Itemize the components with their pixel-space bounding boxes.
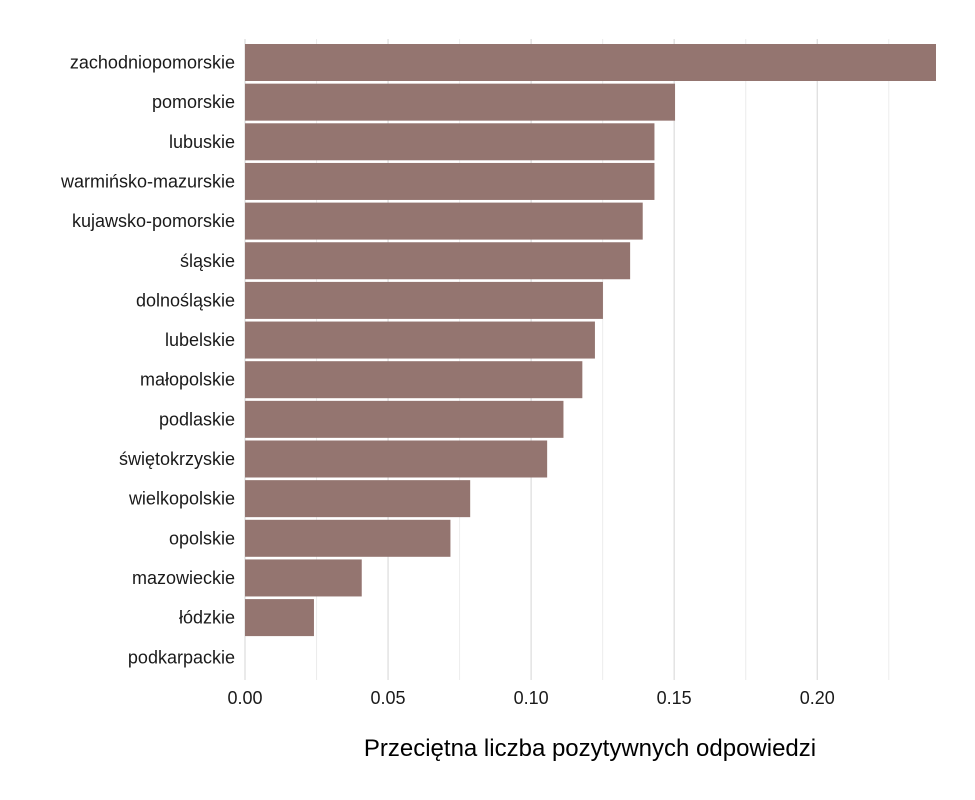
bar: [245, 83, 676, 121]
category-label: podlaskie: [159, 409, 235, 429]
bars: [245, 44, 936, 637]
x-tick-label: 0.20: [800, 688, 835, 708]
category-label: podkarpackie: [128, 647, 235, 667]
x-tick-labels: 0.00 0.05 0.10 0.15 0.20: [227, 688, 834, 708]
category-label: warmińsko-mazurskie: [60, 171, 235, 191]
category-label: mazowieckie: [132, 568, 235, 588]
category-label: opolskie: [169, 528, 235, 548]
x-tick-label: 0.00: [227, 688, 262, 708]
category-label: wielkopolskie: [128, 489, 235, 509]
bar: [245, 480, 471, 518]
category-label: pomorskie: [152, 92, 235, 112]
bar: [245, 321, 595, 359]
bar: [245, 400, 564, 438]
bar: [245, 599, 314, 637]
category-label: świętokrzyskie: [119, 449, 235, 469]
bar: [245, 202, 643, 240]
category-labels: zachodniopomorskie pomorskie lubuskie warmi…: [60, 53, 235, 668]
x-axis-title: Przeciętna liczba pozytywnych odpowiedzi: [364, 735, 816, 762]
category-label: lubelskie: [165, 330, 235, 350]
category-label: dolnośląskie: [136, 290, 235, 310]
category-label: zachodniopomorskie: [70, 53, 235, 73]
category-label: lubuskie: [169, 132, 235, 152]
category-label: śląskie: [180, 251, 235, 271]
bar: [245, 440, 548, 478]
x-tick-label: 0.10: [514, 688, 549, 708]
bar: [245, 44, 936, 81]
x-tick-label: 0.05: [371, 688, 406, 708]
bar: [245, 123, 655, 161]
bar: [245, 519, 451, 557]
category-label: małopolskie: [140, 370, 235, 390]
category-label: kujawsko-pomorskie: [72, 211, 235, 231]
bar: [245, 162, 655, 200]
bar: [245, 361, 583, 399]
bar: [245, 242, 631, 280]
category-label: łódzkie: [179, 608, 235, 628]
bar: [245, 281, 603, 319]
x-tick-label: 0.15: [657, 688, 692, 708]
bar: [245, 559, 362, 597]
